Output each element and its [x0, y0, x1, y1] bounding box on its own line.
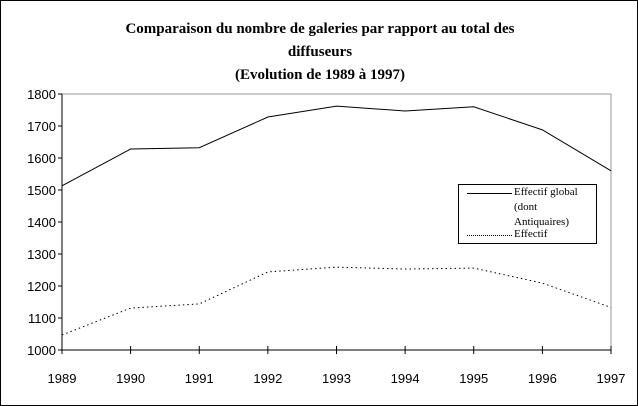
- x-tick-label: 1996: [528, 371, 557, 386]
- x-tick-label: 1992: [253, 371, 282, 386]
- y-tick-label: 1400: [27, 215, 56, 230]
- legend-label-global-2: (dont: [514, 201, 538, 213]
- y-tick-label: 1200: [27, 279, 56, 294]
- chart-title-line-1: Comparaison du nombre de galeries par ra…: [125, 21, 515, 37]
- plot-area-border: [62, 93, 612, 350]
- y-tick-label: 1800: [27, 87, 56, 102]
- legend-swatch-dotted: [467, 235, 512, 236]
- chart-subtitle: (Evolution de 1989 à 1997): [234, 67, 405, 83]
- y-tick-label: 1500: [27, 183, 56, 198]
- x-tick-label: 1989: [48, 371, 77, 386]
- series-line-effectif: [61, 266, 612, 336]
- x-tick-label: 1993: [322, 371, 351, 386]
- x-tick-label: 1995: [459, 371, 488, 386]
- y-tick-label: 1300: [27, 247, 56, 262]
- x-tick-label: 1990: [116, 371, 145, 386]
- y-tick-label: 1700: [27, 119, 56, 134]
- chart-title-line-2: diffuseurs: [287, 44, 353, 60]
- legend-label-global-3: Antiquaires): [514, 216, 569, 228]
- y-tick-label: 1000: [27, 343, 56, 358]
- y-tick-label: 1600: [27, 151, 56, 166]
- x-tick-label: 1991: [185, 371, 214, 386]
- x-tick-label: 1997: [597, 371, 626, 386]
- x-tick-label: 1994: [391, 371, 420, 386]
- legend-swatch-solid: [467, 193, 512, 194]
- y-tick-label: 1100: [28, 311, 56, 326]
- legend-label-global: Effectif global: [514, 186, 578, 198]
- legend-label-effectif: Effectif: [514, 228, 548, 240]
- legend: Effectif global (dont Antiquaires) Effec…: [458, 184, 597, 244]
- series-line-effectif-global: [61, 105, 612, 187]
